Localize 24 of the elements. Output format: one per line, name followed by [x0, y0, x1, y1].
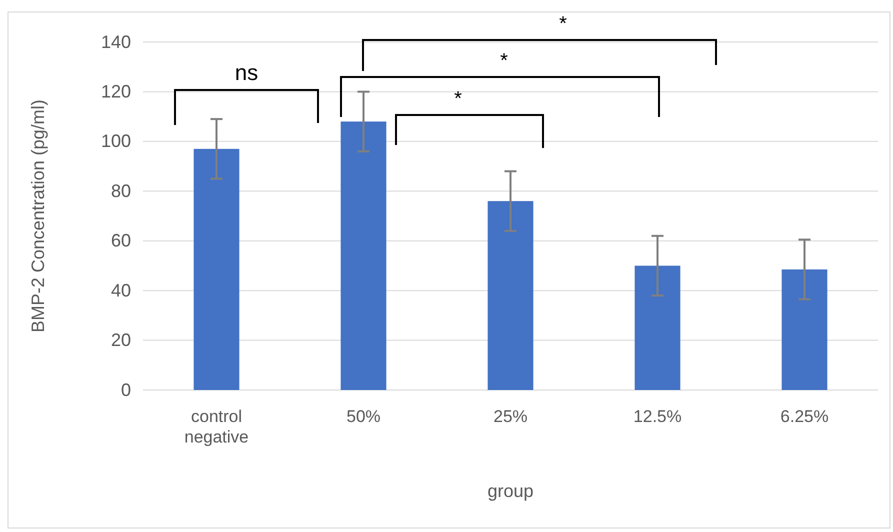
y-tick-label: 140	[100, 32, 131, 52]
y-tick-label: 60	[110, 230, 131, 251]
annotation: *	[500, 50, 508, 72]
y-tick-label: 80	[110, 180, 131, 201]
bar	[340, 122, 386, 390]
y-tick-label: 0	[120, 380, 131, 400]
y-tick-label: 120	[100, 81, 131, 102]
bar	[488, 201, 534, 390]
bar	[194, 148, 240, 390]
x-tick-label: control negative	[184, 407, 249, 446]
annotation: *	[454, 88, 462, 110]
bar	[634, 266, 680, 390]
x-tick-label: 25%	[493, 407, 528, 426]
x-tick-label: 50%	[346, 407, 381, 426]
x-tick-label: 6.25%	[780, 407, 829, 426]
y-tick-label: 20	[110, 330, 131, 350]
x-axis-title: group	[487, 481, 534, 501]
y-tick-label: 100	[100, 131, 131, 152]
y-tick-label: 40	[110, 280, 131, 300]
annotation: ns	[234, 60, 258, 85]
text: *	[559, 13, 568, 35]
y-axis-title: BMP-2 Concentration (pg/ml)	[28, 99, 48, 333]
x-tick-label: 12.5%	[633, 407, 682, 426]
bar	[782, 269, 828, 390]
